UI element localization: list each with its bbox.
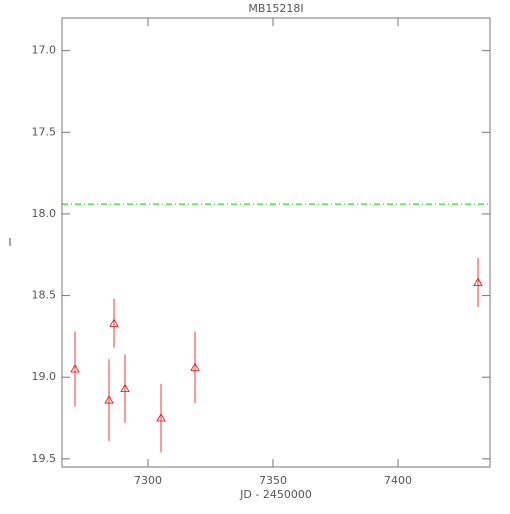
data-point	[190, 362, 200, 371]
data-point	[156, 413, 166, 422]
x-axis-label: JD - 2450000	[239, 488, 312, 501]
y-tick-label: 19.5	[32, 452, 57, 465]
data-point	[120, 383, 130, 393]
y-tick-label: 17.5	[32, 125, 57, 138]
plot-frame	[61, 17, 491, 468]
y-tick-label: 19.0	[32, 370, 57, 383]
data-point	[109, 318, 119, 327]
y-tick-label: 18.0	[32, 207, 57, 220]
x-tick-label: 7300	[134, 474, 162, 487]
x-tick-label: 7400	[384, 474, 412, 487]
y-tick-label: 18.5	[32, 289, 57, 302]
data-point	[104, 395, 114, 404]
data-point	[473, 277, 483, 286]
y-tick-label: 17.0	[32, 44, 57, 57]
x-tick-label: 7350	[259, 474, 287, 487]
data-point	[70, 364, 80, 373]
chart-title: MB15218I	[248, 2, 303, 15]
y-axis-label: I	[8, 236, 11, 249]
